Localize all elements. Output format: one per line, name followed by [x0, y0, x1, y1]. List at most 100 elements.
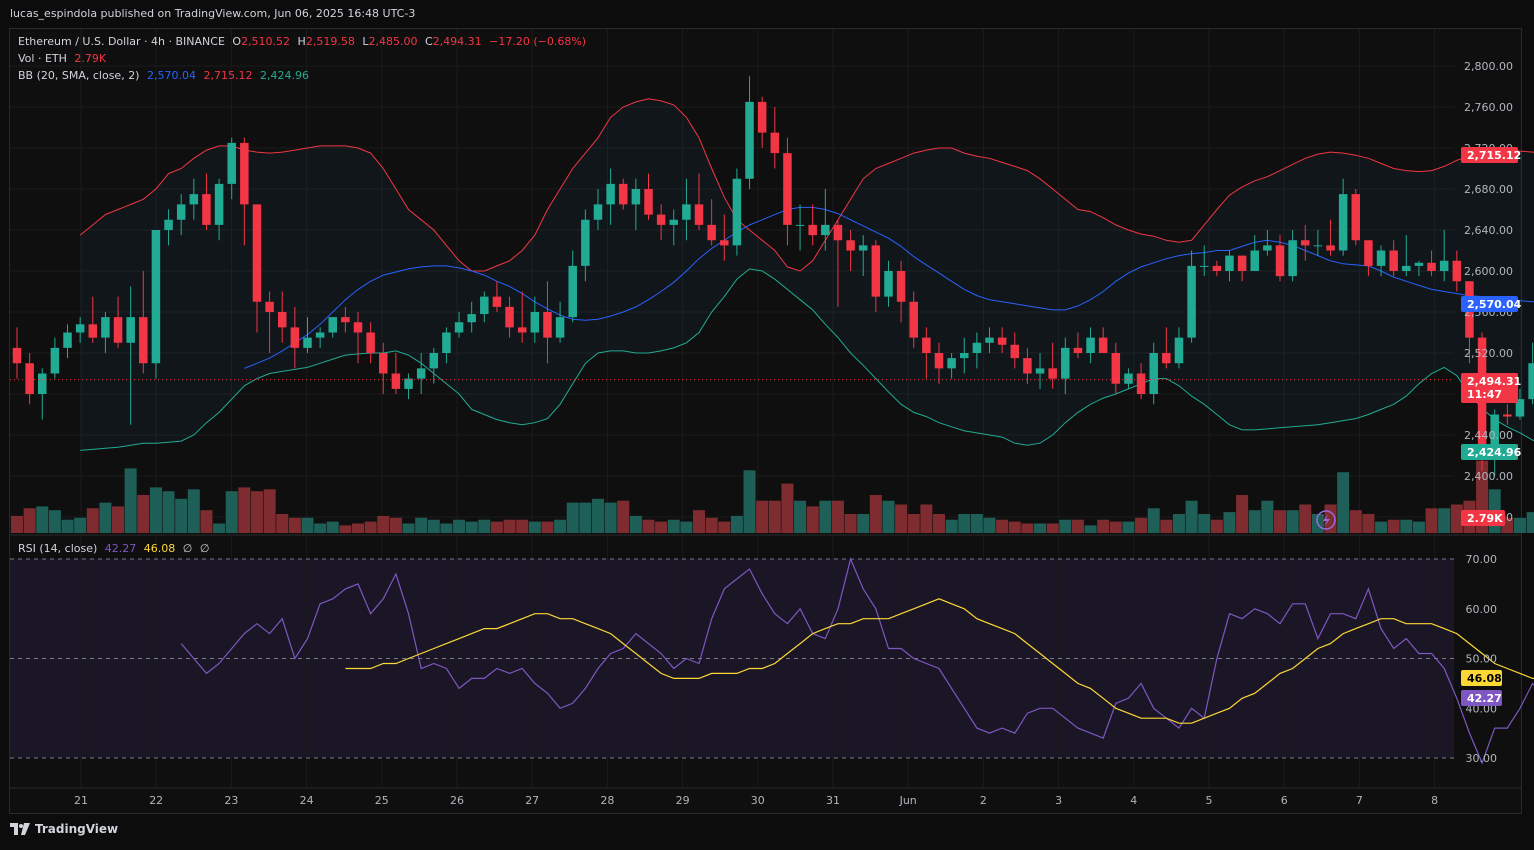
volume-bar: [996, 519, 1009, 533]
volume-bar: [402, 523, 415, 533]
candle: [593, 189, 603, 230]
candle: [543, 281, 552, 364]
candle: [922, 327, 931, 379]
candle-body: [644, 189, 653, 215]
candle-body: [1490, 414, 1499, 456]
candle-body: [492, 296, 502, 307]
candle: [1351, 189, 1361, 246]
ohlc-high: 2,519.58: [305, 35, 355, 48]
price-axis[interactable]: 2,800.002,760.002,720.002,680.002,640.00…: [1464, 60, 1513, 524]
candle: [265, 291, 274, 353]
candle-body: [896, 271, 906, 302]
candle: [909, 291, 918, 348]
time-axis-label: 23: [224, 794, 238, 807]
candle: [1098, 327, 1108, 353]
volume-bar: [1261, 500, 1274, 533]
time-axis-label: 28: [600, 794, 614, 807]
candle-body: [391, 373, 401, 389]
rsi-axis-label: 50.00: [1466, 653, 1498, 666]
rsi-axis-label: 70.00: [1466, 553, 1498, 566]
candle: [50, 337, 60, 379]
volume-bar: [1046, 523, 1059, 533]
volume-bar: [1274, 510, 1286, 533]
volume-bar: [566, 502, 579, 533]
candle-body: [909, 301, 918, 338]
volume-bar: [907, 514, 920, 533]
volume-bar: [895, 504, 908, 533]
volume-legend[interactable]: Vol · ETH 2.79K: [18, 50, 110, 67]
candle-body: [1124, 373, 1133, 384]
volume-bar: [642, 519, 655, 533]
volume-bar: [1248, 510, 1261, 533]
volume-bar: [1450, 504, 1463, 533]
volume-bar: [276, 514, 289, 533]
candle: [1124, 368, 1133, 389]
candle: [656, 204, 666, 241]
ohlc-low-label: L: [362, 35, 369, 48]
volume-bar: [579, 502, 592, 533]
candle: [1515, 388, 1525, 420]
candle: [783, 137, 792, 246]
candle-body: [1414, 262, 1424, 266]
candle-body: [1389, 250, 1398, 271]
candle-body: [1225, 255, 1234, 271]
symbol-legend[interactable]: Ethereum / U.S. Dollar · 4h · BINANCE O2…: [18, 33, 590, 50]
bb-legend[interactable]: BB (20, SMA, close, 2) 2,570.04 2,715.12…: [18, 67, 313, 84]
candle: [1503, 404, 1512, 425]
time-axis-label: 22: [149, 794, 163, 807]
candle: [795, 204, 805, 251]
bb-lower-line: [80, 268, 1534, 451]
candle-body: [1402, 265, 1411, 271]
candle-body: [1427, 262, 1436, 271]
bb-basis-badge-box: [1461, 296, 1518, 312]
candle-body: [38, 373, 47, 394]
bb-upper-badge-box: [1461, 147, 1518, 163]
candle-body: [1086, 337, 1095, 353]
candle-body: [1010, 344, 1020, 359]
candle: [896, 260, 906, 323]
candle-body: [606, 183, 615, 205]
candle: [1199, 245, 1209, 277]
candle: [1313, 230, 1323, 256]
candle-body: [505, 306, 514, 328]
time-axis[interactable]: 21 22 23 24 25 26 27 28 29 30 31 Jun 2 3 4 5 6 7 8: [74, 794, 1438, 807]
rsi-badge: 42.27: [1461, 690, 1502, 706]
candle: [1174, 327, 1184, 369]
candle: [25, 353, 34, 405]
candle-body: [126, 317, 135, 343]
candle: [770, 107, 780, 169]
candle-body: [50, 347, 60, 374]
candle-body: [581, 219, 590, 266]
candle-body: [871, 245, 881, 297]
rsi-legend[interactable]: RSI (14, close) 42.27 46.08 ∅ ∅: [18, 540, 213, 557]
candle: [63, 324, 72, 359]
volume-bar: [1198, 514, 1211, 533]
rsi-axis-label: 60.00: [1466, 603, 1498, 616]
lightning-icon[interactable]: [1316, 510, 1336, 530]
volume-bar: [920, 504, 933, 533]
rsi-ma-line: [345, 598, 1534, 724]
candle-body: [1136, 373, 1146, 394]
tradingview-logo[interactable]: TradingView: [10, 822, 118, 836]
candle-body: [353, 322, 363, 333]
price-pane[interactable]: [10, 29, 1454, 534]
price-axis-label: 2,800.00: [1464, 60, 1513, 73]
candle-body: [176, 204, 186, 220]
volume-bar: [781, 483, 794, 533]
time-axis-label: 6: [1281, 794, 1288, 807]
volume-bar: [1122, 521, 1135, 533]
symbol-title[interactable]: Ethereum / U.S. Dollar · 4h · BINANCE: [18, 35, 225, 48]
candle: [745, 76, 754, 189]
candle-body: [1528, 363, 1534, 400]
volume-bar: [705, 517, 718, 533]
volume-bar: [1223, 512, 1236, 533]
candle: [720, 214, 729, 261]
candle-body: [555, 317, 565, 338]
candle-body: [985, 337, 994, 343]
candle: [606, 168, 615, 225]
candle-body: [783, 153, 792, 225]
candle-body: [1187, 265, 1196, 338]
volume-bar: [1021, 523, 1034, 533]
candle: [858, 235, 868, 277]
